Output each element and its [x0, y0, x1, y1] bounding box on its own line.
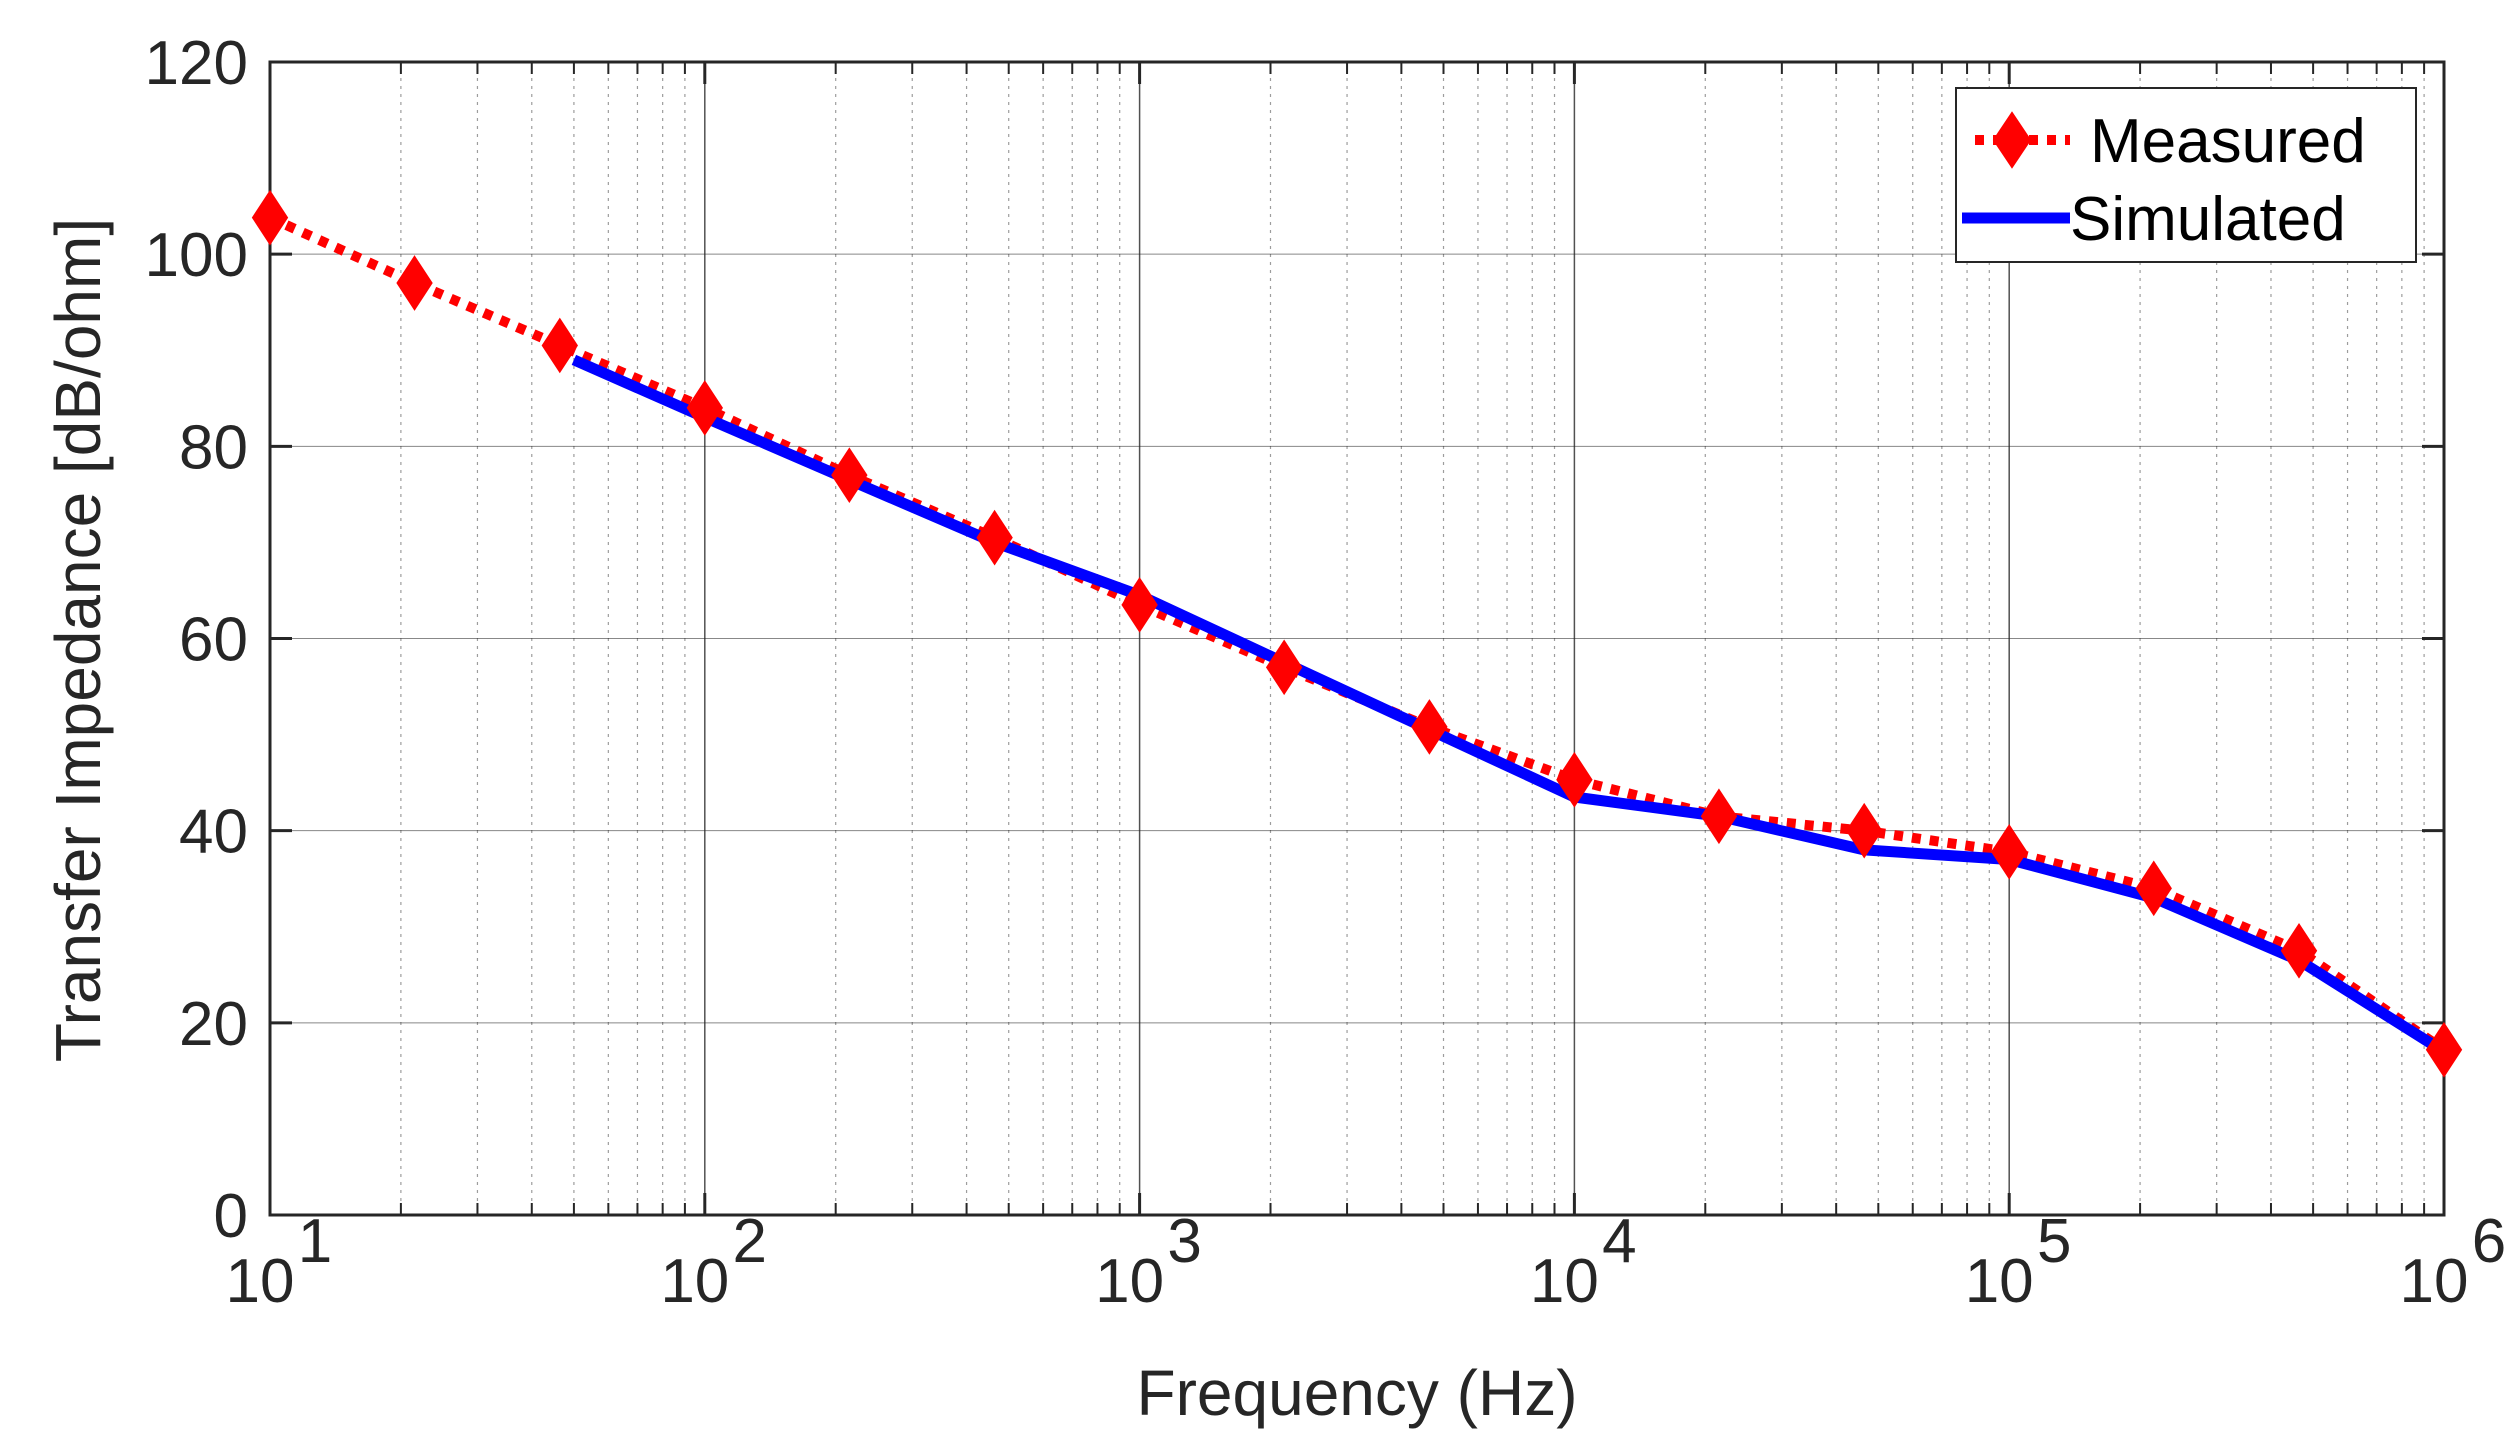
x-tick-label: 10 — [2400, 1247, 2469, 1316]
measured-point — [1700, 788, 1738, 845]
measured-point — [686, 380, 723, 436]
series — [251, 189, 2463, 1078]
y-tick-label: 120 — [145, 29, 248, 98]
x-tick-label-exponent: 4 — [1602, 1207, 1636, 1276]
y-tick-label: 80 — [179, 413, 248, 482]
measured-point — [1846, 802, 1883, 859]
legend-measured-label: Measured — [2090, 107, 2366, 176]
y-axis-title: Transfer Impedance [dB/ohm] — [42, 218, 114, 1062]
measured-point — [2425, 1021, 2463, 1078]
measured-point — [396, 255, 433, 311]
legend-box — [1955, 87, 2417, 263]
x-tick-label: 10 — [660, 1247, 729, 1316]
measured-point — [1556, 751, 1593, 808]
axes — [268, 60, 2446, 1217]
x-tick-label-exponent: 1 — [298, 1207, 332, 1276]
x-tick-label: 10 — [1530, 1247, 1599, 1316]
y-tick-label: 40 — [179, 798, 248, 867]
measured-point — [251, 189, 289, 246]
measured-point — [1411, 699, 1448, 755]
measured-point — [1265, 639, 1303, 696]
y-tick-label: 60 — [179, 606, 248, 675]
x-tick-label-exponent: 3 — [1167, 1207, 1201, 1276]
measured-point — [2135, 860, 2172, 917]
legend: Measured Simulated — [1955, 87, 2417, 263]
x-tick-label-exponent: 2 — [733, 1207, 767, 1276]
measured-point — [1121, 577, 1158, 633]
x-tick-label: 10 — [226, 1247, 295, 1316]
y-tick-label: 100 — [145, 221, 248, 290]
y-tick-label: 20 — [179, 990, 248, 1059]
legend-measured-marker — [1992, 111, 2032, 169]
measured-point — [1991, 823, 2028, 880]
x-tick-label-exponent: 5 — [2037, 1207, 2071, 1276]
x-axis-title: Frequency (Hz) — [1137, 1357, 1578, 1429]
y-tick-label: 0 — [214, 1182, 248, 1251]
measured-point — [831, 447, 868, 503]
x-tick-label-exponent: 6 — [2472, 1207, 2506, 1276]
measured-point — [2280, 922, 2318, 979]
measured-point — [541, 317, 578, 374]
simulated-series-line — [571, 354, 2447, 1057]
legend-simulated-label: Simulated — [2070, 185, 2346, 254]
x-tick-label: 10 — [1095, 1247, 1164, 1316]
x-tick-label: 10 — [1965, 1247, 2034, 1316]
measured-point — [976, 509, 1013, 566]
